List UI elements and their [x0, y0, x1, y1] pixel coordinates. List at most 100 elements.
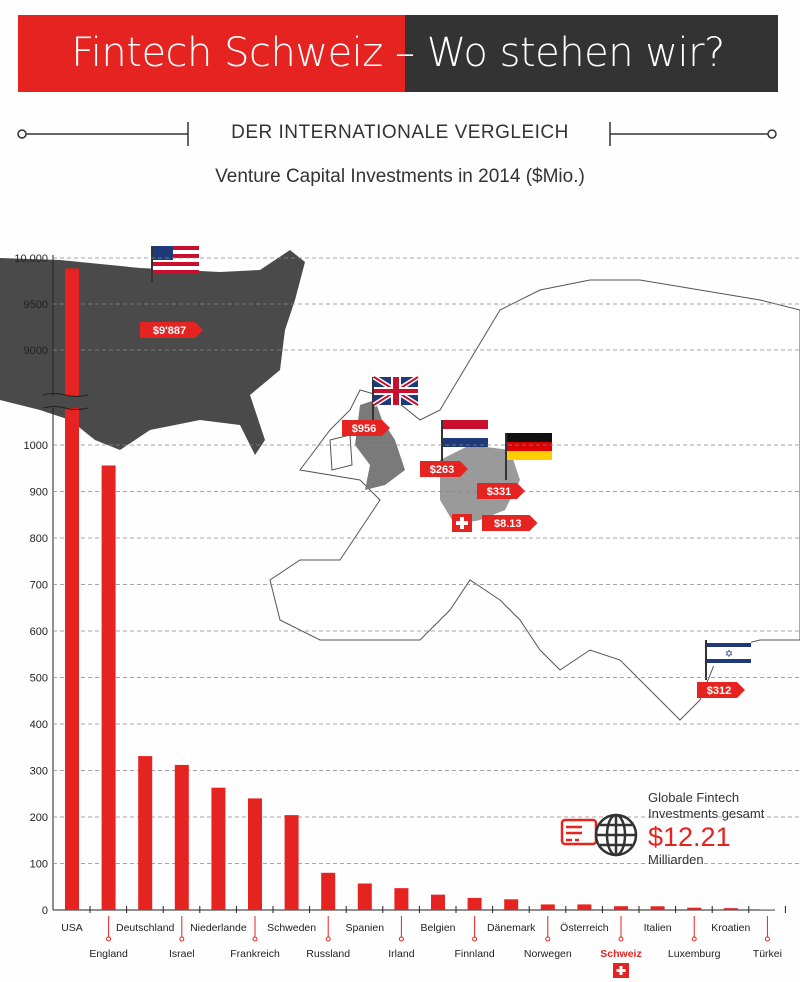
bar-USA: [65, 268, 79, 910]
bar-England: [101, 465, 116, 910]
price-tag: [482, 515, 538, 531]
total-label-2: Investments gesamt: [648, 806, 765, 821]
x-tick-label: Finnland: [454, 948, 494, 960]
label-pin-dot: [618, 936, 624, 942]
bar-Spanien: [357, 883, 372, 910]
bar-Russland: [321, 872, 336, 910]
label-pin-dot: [106, 936, 112, 942]
label-pin-dot: [764, 936, 770, 942]
europe-map: [269, 279, 800, 721]
x-tick-label: Israel: [169, 948, 195, 960]
axis-break-icon: [42, 393, 89, 410]
bar-Israel: [174, 764, 189, 910]
y-tick-label: 9000: [24, 345, 48, 357]
bar-Österreich: [577, 904, 592, 910]
price-tag: [477, 483, 525, 499]
title-banner: [18, 15, 778, 92]
x-tick-label: Niederlande: [190, 922, 247, 934]
x-tick-label: Russland: [306, 948, 350, 960]
x-tick-label: Italien: [644, 922, 672, 934]
total-value: $12.21: [648, 822, 731, 852]
price-tag-label: $312: [707, 685, 731, 697]
label-pin-dot: [545, 936, 551, 942]
y-tick-label: 10,000: [14, 253, 48, 265]
bar-Belgien: [431, 894, 445, 910]
price-tag-label: $263: [430, 464, 454, 476]
y-tick-label: 0: [42, 905, 48, 917]
x-tick-label: Spanien: [346, 922, 385, 934]
bar-Deutschland: [138, 756, 153, 910]
bar-Italien: [650, 906, 665, 910]
y-tick-label: 9500: [24, 299, 48, 311]
x-tick-label: Schweiz: [600, 948, 641, 960]
bar-Irland: [394, 888, 409, 910]
price-tag-label: $9'887: [153, 325, 186, 337]
credit-card-globe-icon: [560, 813, 638, 857]
y-tick-label: 400: [30, 719, 48, 731]
global-total-box: Globale Fintech Investments gesamt $12.2…: [648, 790, 764, 868]
x-tick-label: Dänemark: [487, 922, 536, 934]
label-pin-dot: [179, 936, 185, 942]
page-title: Fintech Schweiz – Wo stehen wir?: [71, 30, 725, 76]
section-divider: [17, 122, 777, 146]
summary-icons: [560, 812, 640, 865]
germany-flag-icon: [505, 433, 552, 480]
y-tick-label: 500: [30, 673, 48, 685]
total-unit: Milliarden: [648, 852, 704, 867]
ireland-map: [329, 434, 353, 471]
label-pin-dot: [691, 936, 697, 942]
bar-Finnland: [467, 897, 482, 910]
axis-break-gap: [40, 396, 90, 408]
y-tick-label: 600: [30, 626, 48, 638]
price-tag: [140, 322, 203, 338]
price-tag: [420, 461, 468, 477]
y-tick-label: 100: [30, 859, 48, 871]
price-tag: [342, 420, 390, 436]
bar-Norwegen: [540, 904, 555, 910]
x-tick-label: Deutschland: [116, 922, 175, 934]
bar-Luxemburg: [687, 907, 702, 910]
price-tag-label: $331: [487, 486, 511, 498]
total-label-1: Globale Fintech: [648, 790, 740, 805]
label-pin-dot: [398, 936, 404, 942]
svg-text:✡: ✡: [725, 649, 733, 660]
y-tick-label: 700: [30, 580, 48, 592]
bar-Niederlande: [211, 787, 226, 910]
x-tick-label: England: [89, 948, 128, 960]
x-tick-label: USA: [61, 922, 83, 934]
y-tick-label: 200: [30, 812, 48, 824]
label-pin-dot: [472, 936, 478, 942]
usa-flag-icon: [151, 246, 199, 282]
y-tick-label: 800: [30, 533, 48, 545]
price-tag: [697, 682, 745, 698]
x-tick-label: Kroatien: [711, 922, 750, 934]
x-tick-label: Österreich: [560, 922, 609, 934]
bar-Kroatien: [723, 908, 738, 910]
netherlands-flag-icon: [441, 420, 488, 465]
price-tag-label: $8.13: [494, 518, 522, 530]
bar-Schweiz: [614, 906, 628, 910]
x-tick-label: Schweden: [267, 922, 316, 934]
label-pin-dot: [252, 936, 258, 942]
price-tag-label: $956: [352, 423, 376, 435]
y-tick-label: 900: [30, 487, 48, 499]
uk-flag-icon: [372, 374, 420, 420]
bar-Schweden: [284, 815, 299, 910]
y-tick-label: 300: [30, 766, 48, 778]
bar-Dänemark: [504, 899, 519, 910]
x-tick-label: Frankreich: [230, 948, 280, 960]
section-heading: DER INTERNATIONALE VERGLEICH: [231, 122, 569, 143]
bar-Frankreich: [248, 798, 262, 910]
y-tick-label: 1000: [24, 440, 48, 452]
israel-flag-icon: ✡: [705, 640, 751, 680]
x-tick-label: Norwegen: [524, 948, 572, 960]
x-tick-label: Belgien: [420, 922, 455, 934]
x-tick-label: Türkei: [753, 948, 782, 960]
switzerland-flag-icon: [452, 514, 472, 532]
swiss-cross-h: [616, 969, 626, 972]
label-pin-dot: [325, 936, 331, 942]
chart-title: Venture Capital Investments in 2014 ($Mi…: [215, 166, 585, 187]
